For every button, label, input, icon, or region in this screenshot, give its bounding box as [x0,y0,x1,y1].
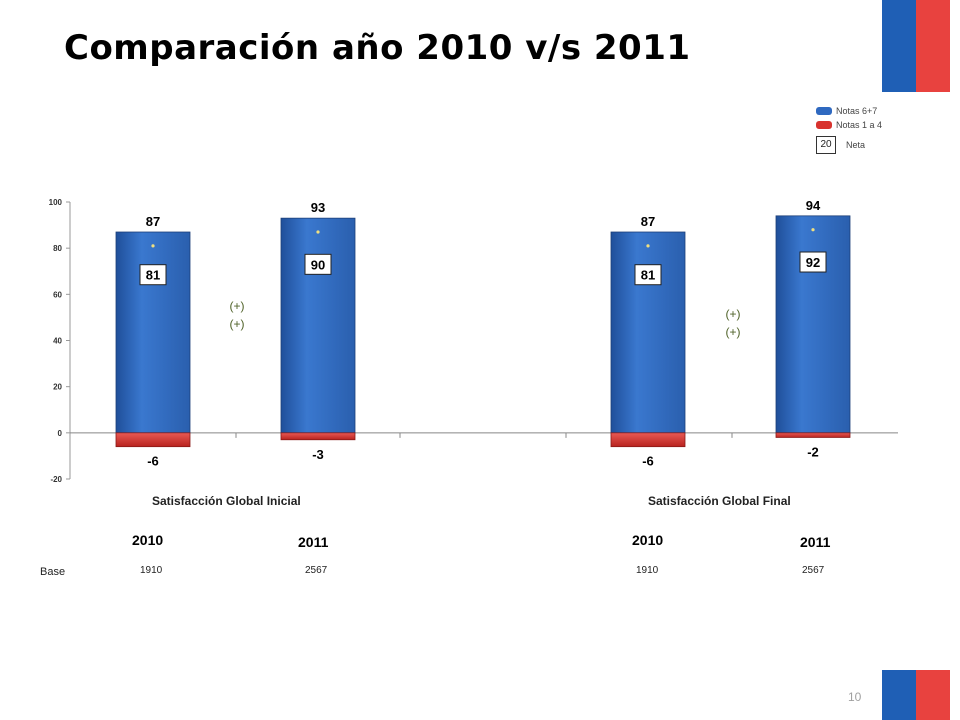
marker-dot [316,230,320,234]
base-value: 1910 [636,565,659,576]
y-tick-label: 80 [53,244,62,253]
neta-value-label: 81 [641,268,655,283]
chile-flag-bottom [882,670,950,720]
legend-item-neta: 20 Neta [816,136,882,154]
bar-value-label: 87 [146,214,160,229]
negative-bar [775,432,851,438]
legend: Notas 6+7 Notas 1 a 4 20 Neta [816,104,882,154]
bar-value-label: 87 [641,214,655,229]
blue-swatch-icon [816,107,832,115]
group-label-inicial: Satisfacción Global Inicial [152,494,301,508]
significance-marker: (+) [230,299,245,313]
base-value: 2567 [305,565,328,576]
neta-box [139,264,167,286]
red-swatch-icon [816,121,832,129]
group-label-final: Satisfacción Global Final [648,494,791,508]
marker-dot [151,244,155,248]
y-tick-label: 40 [53,337,62,346]
negative-value-label: -6 [642,454,654,469]
neta-box: 20 [816,136,836,154]
page-number: 10 [848,690,862,704]
year-label: 2011 [298,534,329,550]
neta-value-label: 90 [311,257,325,272]
positive-bar [775,215,851,434]
significance-marker: (+) [726,325,741,339]
legend-item-notas-6-7: Notas 6+7 [816,104,882,118]
base-value: 1910 [140,565,163,576]
y-tick-label: -20 [50,475,62,484]
y-tick-label: 20 [53,383,62,392]
marker-dot [811,228,815,232]
base-label: Base [40,566,66,578]
negative-value-label: -2 [807,444,819,459]
year-label: 2010 [132,532,164,548]
significance-marker: (+) [230,317,245,331]
base-value: 2567 [802,565,825,576]
neta-box [304,253,332,275]
positive-bar [610,231,686,434]
legend-item-notas-1-4: Notas 1 a 4 [816,118,882,132]
negative-bar [115,432,191,448]
legend-label: Neta [846,140,866,150]
year-label: 2010 [632,532,664,548]
positive-bar [115,231,191,434]
significance-marker: (+) [726,307,741,321]
legend-label: Notas 1 a 4 [836,120,883,130]
year-label: 2011 [800,534,831,550]
negative-value-label: -3 [312,447,324,462]
bar-value-label: 93 [311,200,325,215]
negative-bar [280,432,356,441]
chile-flag-top [882,0,950,92]
positive-bar [280,217,356,434]
neta-box [799,251,827,273]
page-title: Comparación año 2010 v/s 2011 [64,28,691,68]
neta-value-label: 92 [806,255,820,270]
y-tick-label: 60 [53,290,62,299]
negative-bar [610,432,686,448]
bar-value-label: 94 [806,198,821,213]
neta-value-label: 81 [146,268,160,283]
legend-label: Notas 6+7 [836,106,878,116]
marker-dot [646,244,650,248]
y-tick-label: 0 [58,429,63,438]
neta-box [634,264,662,286]
negative-value-label: -6 [147,454,159,469]
bar-chart: -20 0 20 40 60 80 100 87 -6 81 93 -3 90 87 -6 81 94 -2 92 (… [49,198,898,484]
y-tick-label: 100 [49,198,63,207]
